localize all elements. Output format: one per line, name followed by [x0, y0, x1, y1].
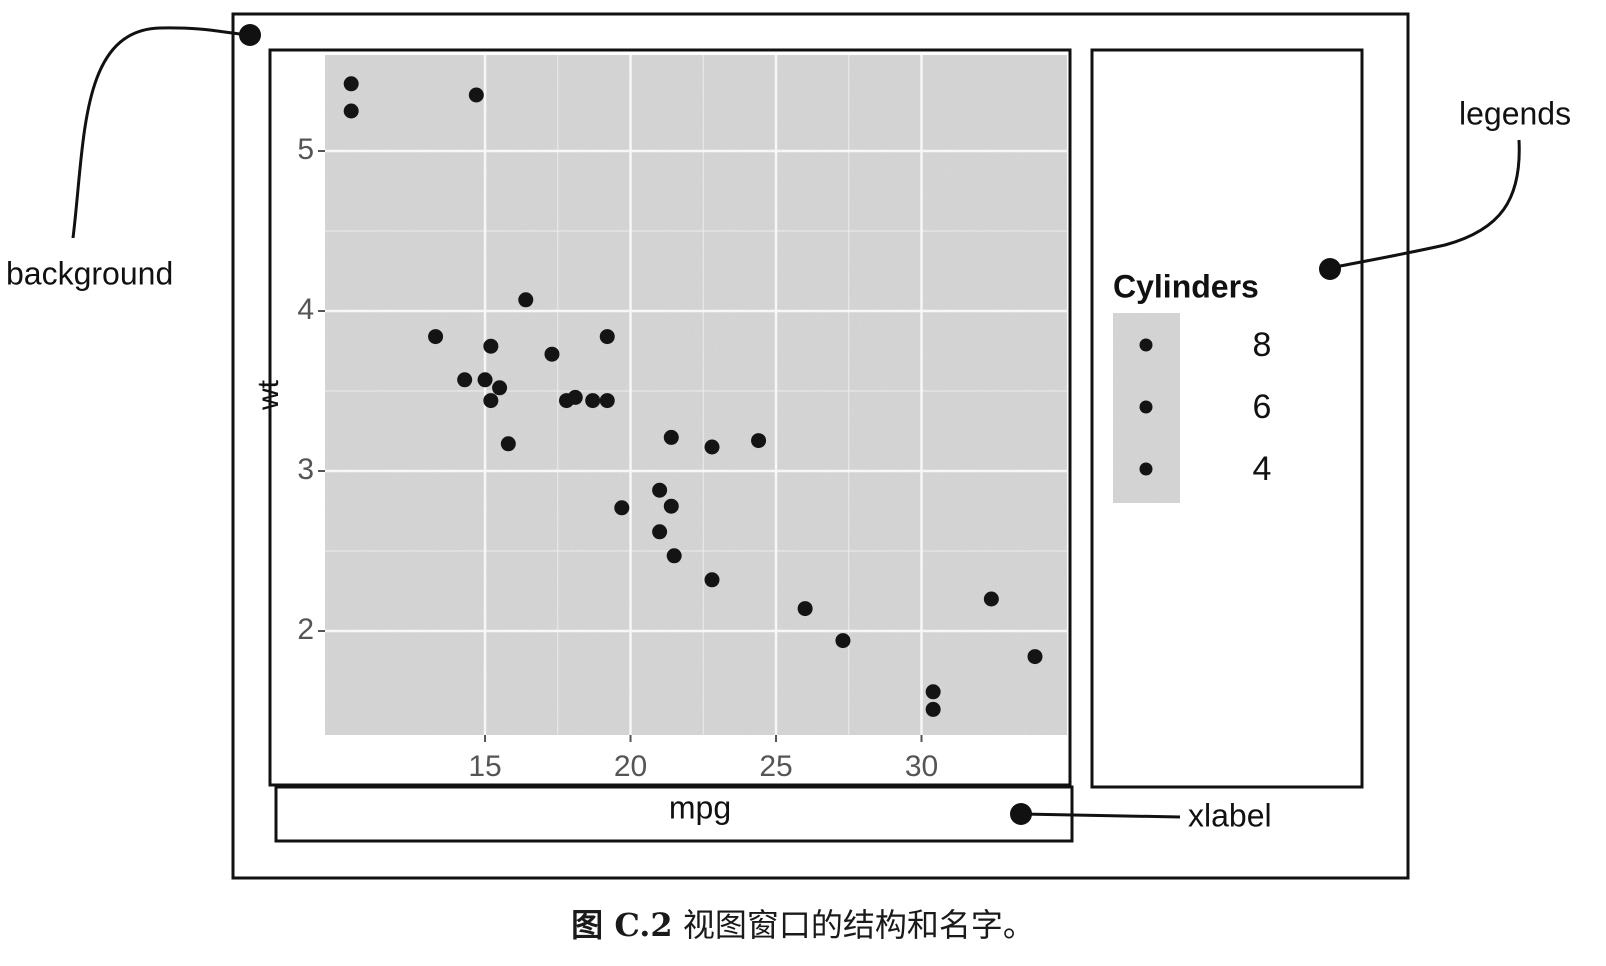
legend-title: Cylinders: [1113, 268, 1259, 304]
data-point: [652, 524, 668, 540]
data-point: [428, 329, 444, 345]
data-point: [518, 292, 534, 308]
data-point: [663, 429, 679, 445]
x-tick-label: 30: [905, 750, 938, 783]
background-annotation: background: [6, 255, 173, 291]
x-tick-label: 20: [614, 750, 647, 783]
data-point: [457, 372, 473, 388]
legend-key-point: [1139, 400, 1153, 414]
data-point: [585, 393, 601, 409]
panel-frame: [268, 48, 1072, 787]
x-tick-label: 25: [759, 750, 792, 783]
y-tick-label: 3: [297, 453, 314, 486]
legend-key-point: [1139, 462, 1153, 476]
data-point: [492, 380, 508, 396]
data-point: [343, 103, 359, 119]
tick-marks: [318, 150, 923, 742]
xlabel-annotation: xlabel: [1188, 797, 1272, 833]
x-tick-label: 15: [468, 750, 501, 783]
xlabel-marker: [1010, 803, 1032, 825]
data-point: [544, 346, 560, 362]
data-point: [477, 372, 493, 388]
background-marker: [239, 24, 261, 46]
legends-annotation: legends: [1459, 95, 1571, 131]
data-points: [343, 76, 1043, 717]
data-point: [797, 601, 813, 617]
y-tick-label: 4: [297, 293, 314, 326]
legend-entry-label: 6: [1253, 388, 1272, 426]
data-point: [751, 433, 767, 449]
data-point: [1027, 649, 1043, 665]
data-point: [666, 548, 682, 564]
y-axis-label: wt: [252, 379, 285, 411]
legend-frame: [1090, 48, 1364, 789]
legend-entry-label: 4: [1253, 450, 1272, 488]
data-point: [599, 329, 615, 345]
legends-leader-line: [1329, 139, 1521, 270]
data-point: [652, 482, 668, 498]
plot-area: [325, 55, 1067, 735]
data-point: [925, 684, 941, 700]
gridlines: [325, 55, 1067, 735]
xlabel-leader-line: [1021, 812, 1181, 819]
figure-caption-label: 图 C.2: [571, 906, 673, 944]
tick-labels: 15 20 25 30 2 3 4 5: [297, 133, 938, 783]
data-point: [835, 633, 851, 649]
legend-entries: 8 6 4: [1139, 326, 1272, 488]
data-point: [704, 439, 720, 455]
figure-caption: 图 C.2 视图窗口的结构和名字。: [0, 900, 1606, 946]
data-point: [663, 498, 679, 514]
data-point: [343, 76, 359, 92]
data-point: [925, 701, 941, 717]
data-point: [468, 87, 484, 103]
background-frame: [231, 12, 1410, 880]
data-point: [704, 572, 720, 588]
data-point: [614, 500, 630, 516]
background-leader-line: [71, 26, 250, 239]
data-point: [599, 393, 615, 409]
data-point: [559, 393, 575, 409]
legend-key-point: [1139, 338, 1153, 352]
x-axis-label: mpg: [669, 789, 731, 825]
data-point: [483, 338, 499, 354]
legends-marker: [1319, 258, 1341, 280]
legend-entry-label: 8: [1253, 326, 1272, 364]
y-tick-label: 5: [297, 133, 314, 166]
y-tick-label: 2: [297, 613, 314, 646]
data-point: [483, 393, 499, 409]
figure-caption-text: 视图窗口的结构和名字。: [682, 906, 1035, 944]
data-point: [983, 591, 999, 607]
data-point: [500, 436, 516, 452]
